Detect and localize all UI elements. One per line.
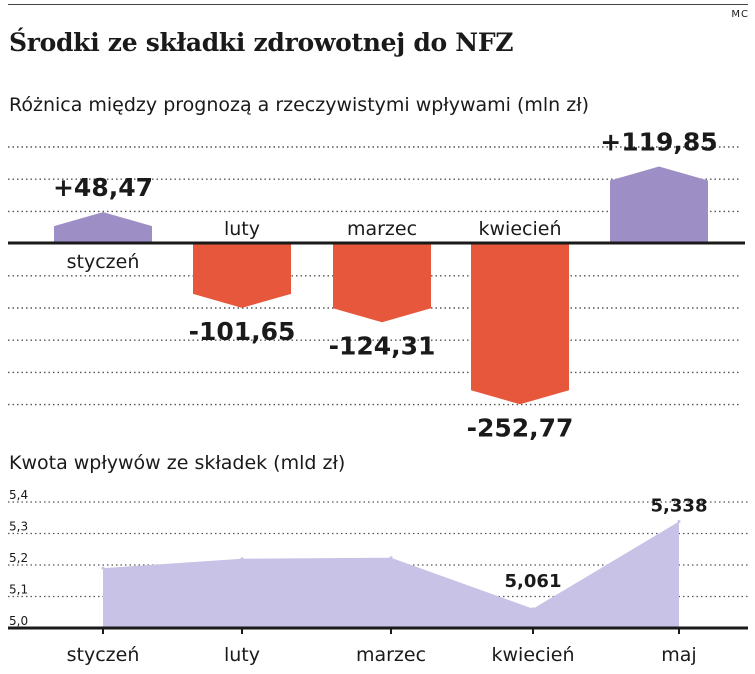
category-label-styczeń: styczeń <box>67 251 140 273</box>
category-label-kwiecień: kwiecień <box>479 218 562 240</box>
author-credit: MC <box>731 9 749 20</box>
value-label-maj: +119,85 <box>600 128 717 157</box>
value-label-marzec: -124,31 <box>329 331 436 360</box>
area-point-marzec <box>389 556 393 560</box>
area-chart-title: Kwota wpływów ze składek (mld zł) <box>9 452 346 474</box>
y-tick-label: 5,4 <box>9 488 28 502</box>
value-label-kwiecień: -252,77 <box>467 413 574 442</box>
x-tick-label-maj: maj <box>661 644 696 666</box>
y-tick-label: 5,3 <box>9 520 28 534</box>
x-tick-label-kwiecień: kwiecień <box>492 644 575 666</box>
bar-styczeń <box>54 212 152 243</box>
top-rule <box>8 4 748 5</box>
page-title: Środki ze składki zdrowotnej do NFZ <box>9 28 514 57</box>
area-point-maj <box>677 520 681 524</box>
bar-kwiecień <box>471 243 569 405</box>
area-point-luty <box>240 557 244 561</box>
y-tick-label: 5,2 <box>9 551 28 565</box>
x-tick-label-styczeń: styczeń <box>67 644 140 666</box>
point-label-kwiecień: 5,061 <box>505 571 562 592</box>
area-point-styczeń <box>101 566 105 570</box>
value-label-styczeń: +48,47 <box>53 173 153 202</box>
x-tick-label-luty: luty <box>224 644 260 666</box>
y-tick-label: 5,0 <box>9 614 28 628</box>
area-fill <box>103 521 679 628</box>
area-point-kwiecień <box>531 607 535 611</box>
x-tick-label-marzec: marzec <box>356 644 426 666</box>
bar-marzec <box>333 243 431 323</box>
bar-chart-title: Różnica między prognozą a rzeczywistymi … <box>9 94 590 116</box>
category-label-luty: luty <box>224 218 260 240</box>
point-label-maj: 5,338 <box>651 496 708 517</box>
bar-maj <box>610 166 708 243</box>
category-label-marzec: marzec <box>347 218 417 240</box>
bar-luty <box>193 243 291 308</box>
y-tick-label: 5,1 <box>9 583 28 597</box>
value-label-luty: -101,65 <box>189 317 296 346</box>
